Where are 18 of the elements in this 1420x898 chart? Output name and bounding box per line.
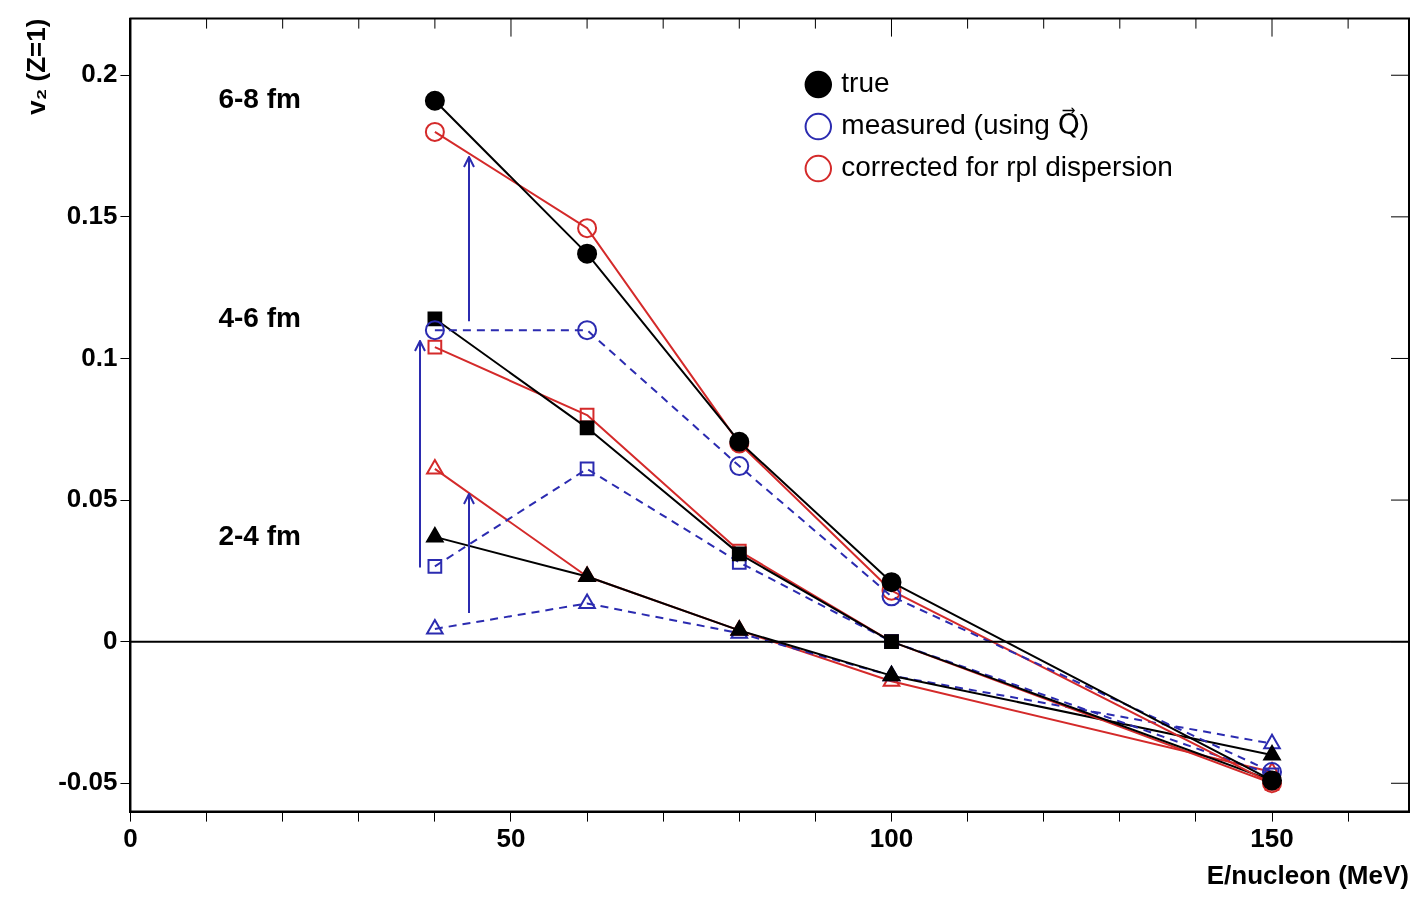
legend-label: true bbox=[841, 67, 890, 99]
x-axis-title: E/nucleon (MeV) bbox=[1206, 859, 1409, 890]
annotation: 6-8 fm bbox=[218, 83, 301, 115]
y-tick-label: 0.05 bbox=[66, 483, 118, 514]
legend-label: measured (using Q⃗) bbox=[841, 107, 1089, 141]
annotation: 4-6 fm bbox=[218, 301, 301, 333]
x-tick-label: 50 bbox=[496, 823, 526, 854]
x-tick-label: 150 bbox=[1250, 823, 1294, 854]
y-tick-label: 0.15 bbox=[66, 200, 118, 231]
y-tick-label: 0.2 bbox=[81, 58, 118, 89]
x-tick-label: 100 bbox=[869, 823, 914, 854]
legend-label: corrected for rpl dispersion bbox=[841, 151, 1173, 183]
y-tick-label: 0.1 bbox=[81, 341, 118, 372]
x-tick-label: 0 bbox=[123, 823, 138, 854]
y-tick-label: -0.05 bbox=[58, 766, 118, 797]
y-tick-label: 0 bbox=[102, 624, 118, 655]
annotation: 2-4 fm bbox=[218, 519, 301, 551]
y-axis-title: v₂ (Z=1) bbox=[20, 18, 51, 115]
